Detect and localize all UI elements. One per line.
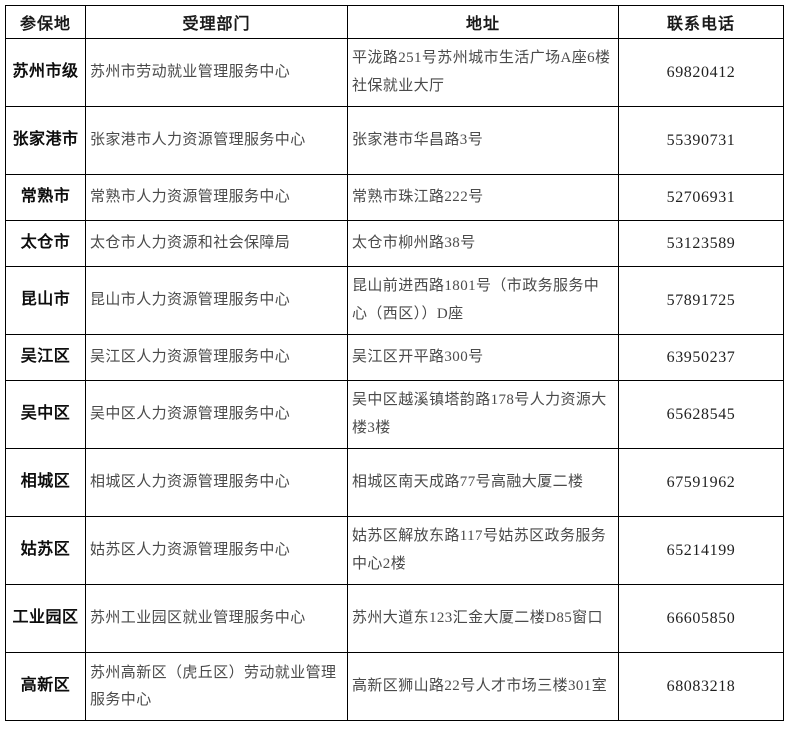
cell-region: 相城区 bbox=[5, 448, 86, 517]
table-row: 工业园区 苏州工业园区就业管理服务中心 苏州大道东123汇金大厦二楼D85窗口 666… bbox=[5, 584, 784, 653]
cell-department: 太仓市人力资源和社会保障局 bbox=[85, 220, 348, 267]
column-header-department: 受理部门 bbox=[85, 5, 348, 39]
cell-phone: 52706931 bbox=[618, 174, 784, 221]
table-row: 吴江区 吴江区人力资源管理服务中心 吴江区开平路300号 63950237 bbox=[5, 334, 784, 381]
cell-phone: 65628545 bbox=[618, 380, 784, 449]
cell-region: 昆山市 bbox=[5, 266, 86, 335]
cell-phone: 53123589 bbox=[618, 220, 784, 267]
page-root: 参保地 受理部门 地址 联系电话 苏州市级 苏州市劳动就业管理服务中心 平泷路251… bbox=[0, 5, 789, 740]
table-row: 太仓市 太仓市人力资源和社会保障局 太仓市柳州路38号 53123589 bbox=[5, 220, 784, 267]
cell-phone: 57891725 bbox=[618, 266, 784, 335]
cell-department: 苏州市劳动就业管理服务中心 bbox=[85, 38, 348, 107]
cell-address: 太仓市柳州路38号 bbox=[347, 220, 619, 267]
cell-phone: 67591962 bbox=[618, 448, 784, 517]
table-body: 苏州市级 苏州市劳动就业管理服务中心 平泷路251号苏州城市生活广场A座6楼社保就业… bbox=[5, 38, 784, 721]
cell-phone: 68083218 bbox=[618, 652, 784, 721]
cell-department: 姑苏区人力资源管理服务中心 bbox=[85, 516, 348, 585]
cell-region: 常熟市 bbox=[5, 174, 86, 221]
cell-region: 苏州市级 bbox=[5, 38, 86, 107]
cell-address: 高新区狮山路22号人才市场三楼301室 bbox=[347, 652, 619, 721]
cell-department: 苏州工业园区就业管理服务中心 bbox=[85, 584, 348, 653]
cell-department: 苏州高新区（虎丘区）劳动就业管理服务中心 bbox=[85, 652, 348, 721]
cell-address: 姑苏区解放东路117号姑苏区政务服务中心2楼 bbox=[347, 516, 619, 585]
cell-region: 张家港市 bbox=[5, 106, 86, 175]
cell-department: 吴江区人力资源管理服务中心 bbox=[85, 334, 348, 381]
table-row: 张家港市 张家港市人力资源管理服务中心 张家港市华昌路3号 55390731 bbox=[5, 106, 784, 175]
cell-address: 张家港市华昌路3号 bbox=[347, 106, 619, 175]
cell-department: 常熟市人力资源管理服务中心 bbox=[85, 174, 348, 221]
cell-address: 相城区南天成路77号高融大厦二楼 bbox=[347, 448, 619, 517]
table-row: 姑苏区 姑苏区人力资源管理服务中心 姑苏区解放东路117号姑苏区政务服务中心2楼 65… bbox=[5, 516, 784, 585]
table-row: 高新区 苏州高新区（虎丘区）劳动就业管理服务中心 高新区狮山路22号人才市场三楼30… bbox=[5, 652, 784, 721]
cell-address: 常熟市珠江路222号 bbox=[347, 174, 619, 221]
header-row: 参保地 受理部门 地址 联系电话 bbox=[5, 5, 784, 39]
cell-department: 相城区人力资源管理服务中心 bbox=[85, 448, 348, 517]
cell-region: 高新区 bbox=[5, 652, 86, 721]
cell-region: 太仓市 bbox=[5, 220, 86, 267]
column-header-phone: 联系电话 bbox=[618, 5, 784, 39]
cell-phone: 63950237 bbox=[618, 334, 784, 381]
cell-address: 吴中区越溪镇塔韵路178号人力资源大楼3楼 bbox=[347, 380, 619, 449]
cell-address: 吴江区开平路300号 bbox=[347, 334, 619, 381]
table-row: 昆山市 昆山市人力资源管理服务中心 昆山前进西路1801号（市政务服务中心（西区））… bbox=[5, 266, 784, 335]
cell-phone: 55390731 bbox=[618, 106, 784, 175]
cell-address: 昆山前进西路1801号（市政务服务中心（西区））D座 bbox=[347, 266, 619, 335]
cell-address: 平泷路251号苏州城市生活广场A座6楼社保就业大厅 bbox=[347, 38, 619, 107]
cell-phone: 69820412 bbox=[618, 38, 784, 107]
cell-region: 吴江区 bbox=[5, 334, 86, 381]
insurance-office-table: 参保地 受理部门 地址 联系电话 苏州市级 苏州市劳动就业管理服务中心 平泷路251… bbox=[5, 5, 784, 721]
table-row: 吴中区 吴中区人力资源管理服务中心 吴中区越溪镇塔韵路178号人力资源大楼3楼 656… bbox=[5, 380, 784, 449]
cell-address: 苏州大道东123汇金大厦二楼D85窗口 bbox=[347, 584, 619, 653]
table-row: 苏州市级 苏州市劳动就业管理服务中心 平泷路251号苏州城市生活广场A座6楼社保就业… bbox=[5, 38, 784, 107]
column-header-address: 地址 bbox=[347, 5, 619, 39]
cell-region: 姑苏区 bbox=[5, 516, 86, 585]
table-header: 参保地 受理部门 地址 联系电话 bbox=[5, 5, 784, 39]
cell-region: 吴中区 bbox=[5, 380, 86, 449]
column-header-region: 参保地 bbox=[5, 5, 86, 39]
cell-phone: 65214199 bbox=[618, 516, 784, 585]
table-row: 常熟市 常熟市人力资源管理服务中心 常熟市珠江路222号 52706931 bbox=[5, 174, 784, 221]
cell-phone: 66605850 bbox=[618, 584, 784, 653]
cell-department: 昆山市人力资源管理服务中心 bbox=[85, 266, 348, 335]
cell-region: 工业园区 bbox=[5, 584, 86, 653]
cell-department: 吴中区人力资源管理服务中心 bbox=[85, 380, 348, 449]
cell-department: 张家港市人力资源管理服务中心 bbox=[85, 106, 348, 175]
table-row: 相城区 相城区人力资源管理服务中心 相城区南天成路77号高融大厦二楼 67591962 bbox=[5, 448, 784, 517]
